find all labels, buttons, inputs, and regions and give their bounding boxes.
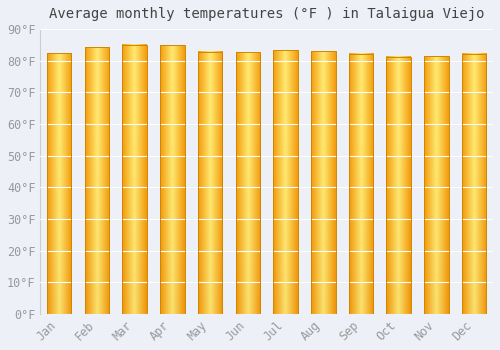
Bar (274, 50, 298, 314)
Bar (84, 47, 109, 314)
Bar (47, 53, 72, 314)
Bar (462, 54, 486, 314)
Bar (311, 51, 336, 314)
Bar (348, 54, 374, 314)
Bar (386, 57, 411, 314)
Bar (160, 45, 184, 314)
Bar (236, 52, 260, 314)
Bar (122, 44, 147, 314)
Bar (198, 51, 222, 314)
Title: Average monthly temperatures (°F ) in Talaigua Viejo: Average monthly temperatures (°F ) in Ta… (49, 7, 484, 21)
Bar (424, 56, 448, 314)
